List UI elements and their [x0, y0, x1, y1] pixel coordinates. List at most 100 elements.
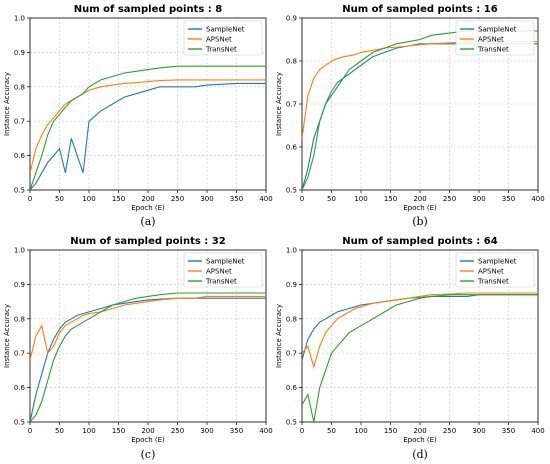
- y-tick-label: 0.7: [14, 118, 25, 126]
- y-tick-label: 0.8: [286, 58, 297, 66]
- y-tick-label: 0.5: [14, 187, 25, 195]
- subplot-0: Num of sampled points : 8 0 50 100 150 200 250…: [3, 4, 273, 228]
- y-tick-label: 0.6: [14, 152, 26, 160]
- legend-label: APSNet: [206, 268, 232, 276]
- subplot-caption: (a): [140, 215, 155, 228]
- x-tick-label: 300: [472, 427, 485, 435]
- x-tick-label: 0: [28, 195, 32, 203]
- y-tick-label: 0.7: [286, 101, 297, 109]
- subplot-title: Num of sampled points : 8: [74, 4, 222, 15]
- legend-label: TransNet: [477, 278, 509, 286]
- y-tick-label: 0.9: [286, 281, 297, 289]
- subplot-caption: (d): [412, 448, 428, 461]
- x-tick-label: 400: [259, 195, 272, 203]
- x-tick-label: 0: [300, 427, 304, 435]
- x-tick-label: 300: [472, 195, 485, 203]
- y-tick-label: 0.9: [14, 49, 25, 57]
- x-tick-label: 300: [200, 195, 213, 203]
- y-tick-label: 0.6: [286, 144, 298, 152]
- y-tick-label: 1.0: [286, 247, 297, 255]
- legend-box: [183, 252, 263, 288]
- x-tick-label: 200: [413, 195, 426, 203]
- x-tick-label: 50: [55, 195, 64, 203]
- x-axis-label: Epoch (E): [403, 204, 437, 212]
- y-tick-label: 0.6: [14, 384, 26, 392]
- legend-label: TransNet: [205, 278, 237, 286]
- y-axis-label: Instance Accuracy: [275, 72, 283, 136]
- legend-label: SampleNet: [478, 258, 517, 266]
- subplot-3: Num of sampled points : 64 0 50 100 150 200 25…: [275, 236, 545, 461]
- y-axis-label: Instance Accuracy: [3, 304, 11, 368]
- x-tick-label: 100: [82, 427, 95, 435]
- y-tick-label: 1.0: [14, 15, 25, 23]
- x-tick-label: 0: [28, 427, 32, 435]
- subplot-title: Num of sampled points : 32: [70, 236, 225, 247]
- x-tick-label: 50: [327, 427, 336, 435]
- x-tick-label: 50: [55, 427, 64, 435]
- series-line-transnet: [30, 65, 266, 190]
- legend-label: APSNet: [478, 268, 504, 276]
- x-tick-label: 150: [384, 427, 397, 435]
- x-tick-label: 150: [112, 195, 125, 203]
- y-tick-label: 0.7: [14, 350, 25, 358]
- series-line-apsnet: [30, 79, 266, 173]
- legend-label: SampleNet: [478, 26, 517, 34]
- series-line-samplenet: [30, 82, 266, 190]
- x-tick-label: 50: [327, 195, 336, 203]
- x-axis-label: Epoch (E): [403, 436, 437, 444]
- y-tick-label: 0.9: [286, 15, 297, 23]
- x-axis-label: Epoch (E): [131, 436, 165, 444]
- legend-label: APSNet: [206, 36, 232, 44]
- x-tick-label: 350: [230, 427, 243, 435]
- y-tick-label: 0.6: [286, 384, 298, 392]
- series-line-samplenet: [302, 43, 538, 190]
- x-tick-label: 350: [502, 195, 515, 203]
- subplot-title: Num of sampled points : 64: [342, 236, 497, 247]
- y-axis-label: Instance Accuracy: [3, 72, 11, 136]
- subplot-1: Num of sampled points : 16 0 50 100 150 200 25…: [275, 4, 545, 228]
- y-tick-label: 0.5: [14, 419, 25, 427]
- x-axis-label: Epoch (E): [131, 204, 165, 212]
- x-tick-label: 300: [200, 427, 213, 435]
- x-tick-label: 200: [141, 195, 154, 203]
- x-tick-label: 150: [112, 427, 125, 435]
- x-tick-label: 400: [531, 195, 544, 203]
- subplot-title: Num of sampled points : 16: [342, 4, 497, 15]
- x-tick-label: 350: [502, 427, 515, 435]
- subplot-caption: (c): [141, 448, 156, 461]
- y-axis-label: Instance Accuracy: [275, 304, 283, 368]
- x-tick-label: 250: [443, 195, 456, 203]
- x-tick-label: 100: [82, 195, 95, 203]
- series-line-transnet: [302, 294, 538, 422]
- legend-label: TransNet: [477, 46, 509, 54]
- x-tick-label: 250: [171, 195, 184, 203]
- x-tick-label: 200: [413, 427, 426, 435]
- subplot-caption: (b): [412, 215, 428, 228]
- y-tick-label: 0.8: [14, 83, 25, 91]
- legend-label: SampleNet: [206, 26, 245, 34]
- legend-box: [455, 252, 535, 288]
- subplot-2: Num of sampled points : 32 0 50 100 150 200 25…: [3, 236, 273, 461]
- y-tick-label: 0.5: [286, 187, 297, 195]
- x-tick-label: 100: [354, 195, 367, 203]
- x-tick-label: 150: [384, 195, 397, 203]
- series-line-transnet: [30, 292, 266, 422]
- y-tick-label: 0.7: [286, 350, 297, 358]
- x-tick-label: 250: [443, 427, 456, 435]
- legend-label: APSNet: [478, 36, 504, 44]
- y-tick-label: 0.5: [286, 419, 297, 427]
- x-tick-label: 350: [230, 195, 243, 203]
- y-tick-label: 0.8: [286, 315, 297, 323]
- legend-box: [455, 20, 535, 56]
- series-line-samplenet: [302, 294, 538, 361]
- x-tick-label: 200: [141, 427, 154, 435]
- x-tick-label: 100: [354, 427, 367, 435]
- y-tick-label: 1.0: [14, 247, 25, 255]
- series-line-apsnet: [302, 292, 538, 370]
- legend-box: [183, 20, 263, 56]
- x-tick-label: 0: [300, 195, 304, 203]
- legend-label: TransNet: [205, 46, 237, 54]
- legend-label: SampleNet: [206, 258, 245, 266]
- series-line-apsnet: [30, 295, 266, 361]
